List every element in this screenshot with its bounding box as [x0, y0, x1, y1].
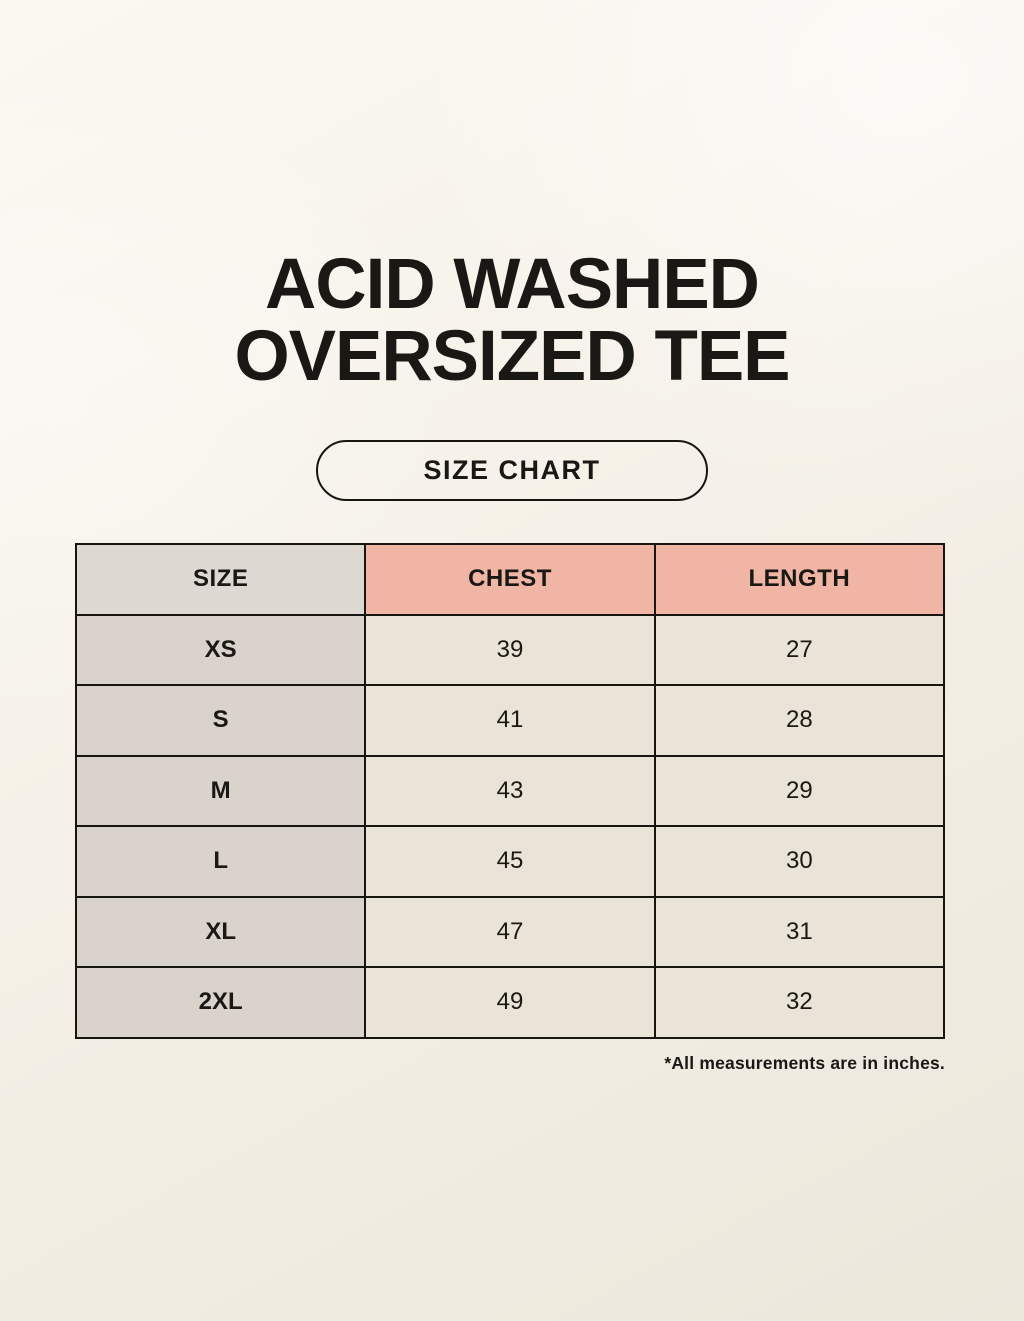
table-row-xs: XS 39 27	[74, 613, 946, 686]
product-title-line2: OVERSIZED TEE	[234, 317, 790, 396]
measurements-footnote: *All measurements are in inches.	[664, 1053, 945, 1073]
size-label: L	[74, 825, 367, 898]
chest-value: 43	[364, 754, 656, 827]
column-header-length: LENGTH	[653, 543, 946, 616]
size-table-header-row: SIZE CHEST LENGTH	[74, 543, 946, 616]
size-label: XL	[74, 895, 367, 968]
product-title-line1: ACID WASHED	[265, 245, 760, 324]
table-row-l: L 45 30	[74, 825, 946, 898]
size-label: XS	[74, 613, 367, 686]
length-value: 30	[653, 825, 946, 898]
length-value: 32	[653, 966, 946, 1039]
length-value: 29	[653, 754, 946, 827]
chest-value: 49	[364, 966, 656, 1039]
table-row-s: S 41 28	[74, 684, 946, 757]
chest-value: 41	[364, 684, 656, 757]
table-row-2xl: 2XL 49 32	[74, 966, 946, 1039]
size-chart-badge: SIZE CHART	[316, 440, 708, 501]
size-label: S	[74, 684, 367, 757]
table-row-xl: XL 47 31	[74, 895, 946, 968]
column-header-size: SIZE	[74, 543, 367, 616]
column-header-chest: CHEST	[364, 543, 656, 616]
length-value: 31	[653, 895, 946, 968]
length-value: 27	[653, 613, 946, 686]
chest-value: 39	[364, 613, 656, 686]
size-chart-badge-label: SIZE CHART	[423, 455, 601, 485]
chest-value: 47	[364, 895, 656, 968]
product-title: ACID WASHED OVERSIZED TEE	[0, 249, 1024, 393]
length-value: 28	[653, 684, 946, 757]
chest-value: 45	[364, 825, 656, 898]
table-row-m: M 43 29	[74, 754, 946, 827]
size-table: SIZE CHEST LENGTH XS 39 27 S 41 28 M 43 …	[74, 543, 946, 1039]
size-label: 2XL	[74, 966, 367, 1039]
size-label: M	[74, 754, 367, 827]
